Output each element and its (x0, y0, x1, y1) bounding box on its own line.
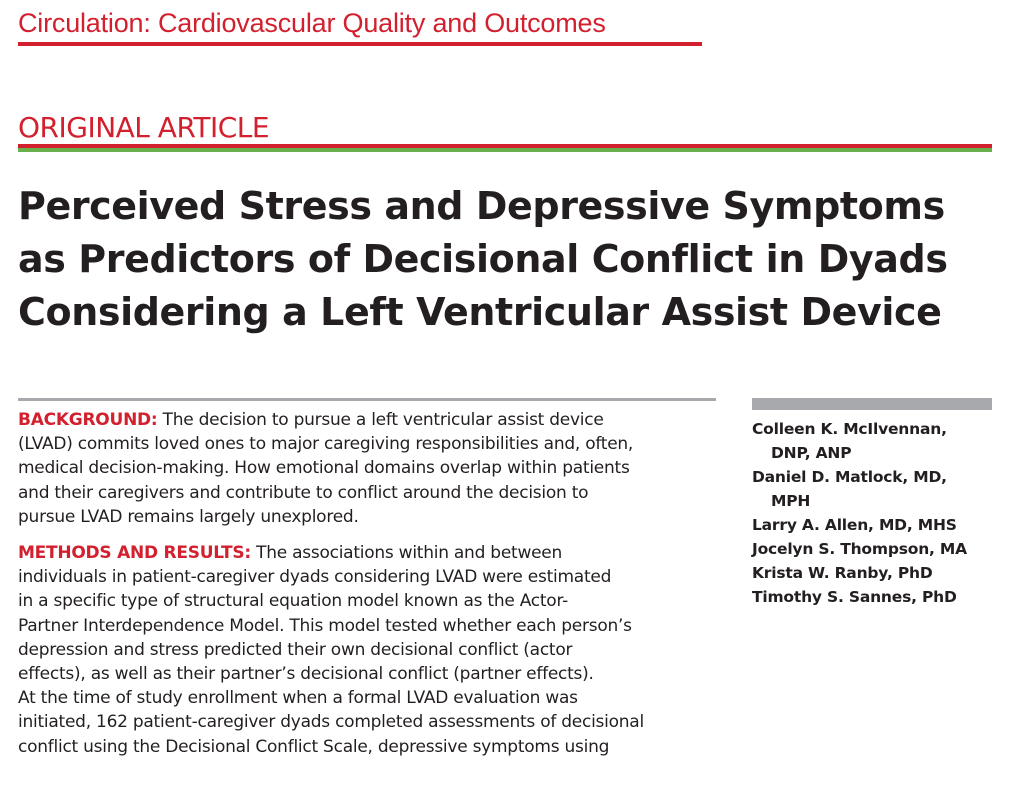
abstract-line: depression and stress predicted their ow… (18, 639, 573, 660)
article-type-rule-red (18, 144, 992, 148)
article-type-rule-green (18, 148, 992, 152)
journal-rule (18, 42, 702, 46)
abstract-line: METHODS AND RESULTS: The associations wi… (18, 541, 738, 565)
author-name: Colleen K. McIlvennan, (752, 420, 947, 438)
abstract-text: The associations within and between (250, 543, 563, 564)
abstract-line: initiated, 162 patient-caregiver dyads c… (18, 712, 644, 733)
title-line: Perceived Stress and Depressive Symptoms (18, 184, 945, 228)
author: Larry A. Allen, MD, MHS (752, 513, 1002, 537)
abstract-line: in a specific type of structural equatio… (18, 591, 568, 612)
abstract-line: Partner Interdependence Model. This mode… (18, 615, 632, 636)
abstract-background: BACKGROUND: The decision to pursue a lef… (18, 408, 738, 529)
journal-name: Circulation: Cardiovascular Quality and … (18, 8, 606, 38)
background-label: BACKGROUND: (18, 410, 158, 430)
abstract: BACKGROUND: The decision to pursue a lef… (18, 408, 738, 771)
title-line: Considering a Left Ventricular Assist De… (18, 290, 942, 334)
abstract-line: medical decision-making. How emotional d… (18, 458, 630, 479)
author-name: Daniel D. Matlock, MD, (752, 468, 947, 486)
abstract-line: (LVAD) commits loved ones to major careg… (18, 434, 634, 455)
author-degrees: MPH (771, 492, 811, 510)
author: Krista W. Ranby, PhD (752, 561, 1002, 585)
methods-label: METHODS AND RESULTS: (18, 543, 251, 564)
author: Daniel D. Matlock, MD, MPH (752, 465, 1002, 513)
author-list: Colleen K. McIlvennan, DNP, ANP Daniel D… (752, 417, 1002, 609)
article-type: ORIGINAL ARTICLE (18, 111, 270, 144)
abstract-line: conflict using the Decisional Conflict S… (18, 736, 610, 757)
author-name: Timothy S. Sannes, PhD (752, 588, 957, 606)
abstract-methods: METHODS AND RESULTS: The associations wi… (18, 541, 738, 759)
abstract-line: BACKGROUND: The decision to pursue a lef… (18, 408, 738, 432)
abstract-line: pursue LVAD remains largely unexplored. (18, 506, 359, 527)
title-line: as Predictors of Decisional Conflict in … (18, 237, 948, 281)
author-degrees: DNP, ANP (771, 444, 852, 462)
abstract-line: effects), as well as their partner’s dec… (18, 664, 594, 685)
author: Jocelyn S. Thompson, MA (752, 537, 1002, 561)
authors-rule (752, 398, 992, 410)
abstract-rule (18, 398, 716, 401)
author-name: Larry A. Allen, MD, MHS (752, 516, 957, 534)
abstract-line: At the time of study enrollment when a f… (18, 688, 578, 709)
author-name: Krista W. Ranby, PhD (752, 564, 933, 582)
article-title: Perceived Stress and Depressive Symptoms… (18, 180, 1008, 339)
author-name: Jocelyn S. Thompson, MA (752, 540, 967, 558)
abstract-line: and their caregivers and contribute to c… (18, 482, 589, 503)
author: Colleen K. McIlvennan, DNP, ANP (752, 417, 1002, 465)
author: Timothy S. Sannes, PhD (752, 585, 1002, 609)
abstract-line: individuals in patient-caregiver dyads c… (18, 567, 612, 588)
abstract-text: The decision to pursue a left ventricula… (157, 410, 604, 430)
